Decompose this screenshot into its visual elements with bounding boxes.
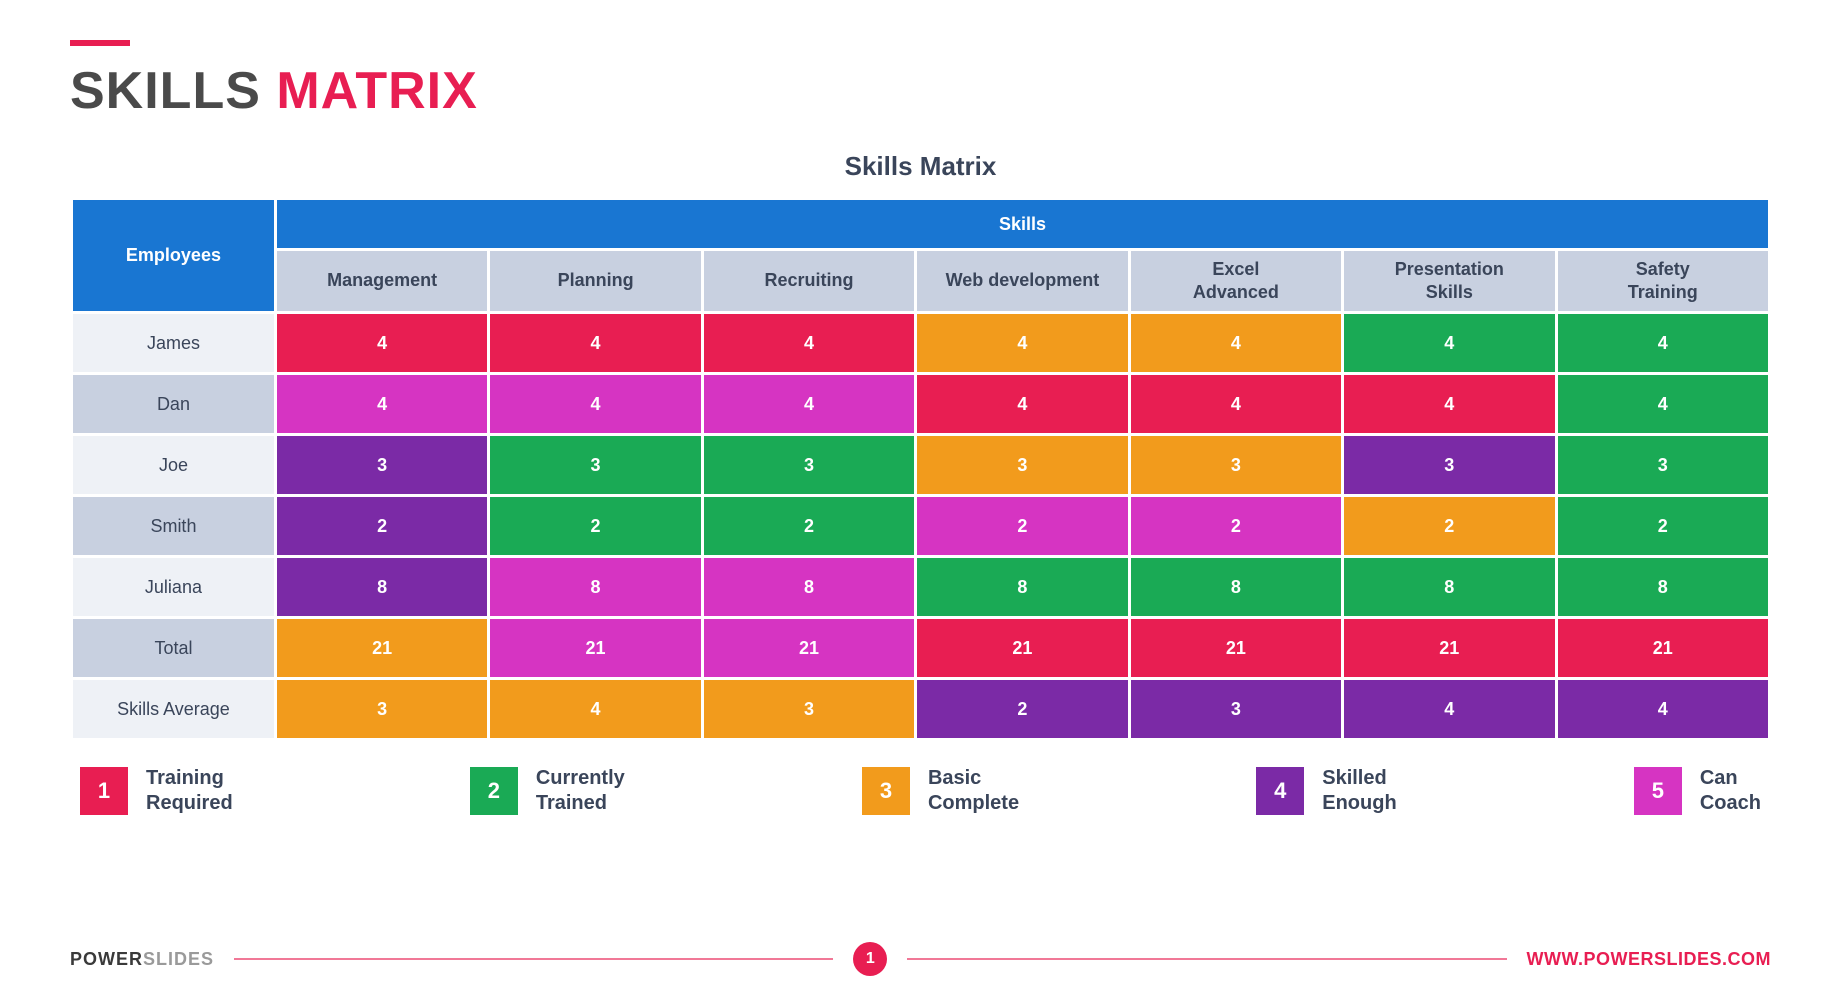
value-cell: 4 [704,375,914,433]
value-cell: 4 [917,314,1127,372]
value-cell: 3 [917,436,1127,494]
legend-label: BasicComplete [928,766,1019,816]
header-employees: Employees [73,200,274,311]
legend-item: 5 CanCoach [1634,766,1761,816]
value-cell: 8 [277,558,487,616]
value-cell: 21 [917,619,1127,677]
value-cell: 8 [1131,558,1341,616]
value-cell: 8 [1558,558,1768,616]
value-cell: 4 [1344,375,1554,433]
value-cell: 2 [1558,497,1768,555]
value-cell: 4 [1558,375,1768,433]
main-title: SKILLS MATRIX [70,61,1771,121]
footer-line-left [234,958,833,960]
footer-brand-1: POWER [70,949,143,969]
value-cell: 3 [1131,436,1341,494]
matrix-head: EmployeesSkillsManagementPlanningRecruit… [73,200,1768,311]
value-cell: 2 [490,497,700,555]
value-cell: 4 [490,375,700,433]
value-cell: 21 [1558,619,1768,677]
column-header: SafetyTraining [1558,251,1768,311]
value-cell: 3 [1558,436,1768,494]
value-cell: 21 [1131,619,1341,677]
column-header: Planning [490,251,700,311]
header-skills: Skills [277,200,1768,248]
column-header: Recruiting [704,251,914,311]
skills-matrix-table: EmployeesSkillsManagementPlanningRecruit… [70,197,1771,741]
value-cell: 8 [704,558,914,616]
value-cell: 4 [277,375,487,433]
legend-box: 1 [80,767,128,815]
value-cell: 8 [490,558,700,616]
value-cell: 3 [704,436,914,494]
footer: POWERSLIDES 1 WWW.POWERSLIDES.COM [70,942,1771,976]
footer-brand-2: SLIDES [143,949,214,969]
value-cell: 4 [704,314,914,372]
value-cell: 4 [1131,314,1341,372]
value-cell: 4 [1131,375,1341,433]
row-label: Total [73,619,274,677]
value-cell: 8 [1344,558,1554,616]
value-cell: 3 [277,680,487,738]
chart-subtitle: Skills Matrix [70,151,1771,182]
value-cell: 4 [490,314,700,372]
value-cell: 4 [1558,314,1768,372]
footer-page-badge: 1 [853,942,887,976]
footer-line-right [907,958,1506,960]
title-part1: SKILLS [70,62,276,120]
value-cell: 2 [1344,497,1554,555]
column-header: ExcelAdvanced [1131,251,1341,311]
legend-item: 4 SkilledEnough [1256,766,1396,816]
matrix-body: James4444444Dan4444444Joe3333333Smith222… [73,314,1768,738]
value-cell: 3 [490,436,700,494]
value-cell: 21 [490,619,700,677]
row-label: Skills Average [73,680,274,738]
column-header: PresentationSkills [1344,251,1554,311]
legend-box: 3 [862,767,910,815]
row-label: Joe [73,436,274,494]
legend-item: 2 CurrentlyTrained [470,766,625,816]
legend-item: 1 TrainingRequired [80,766,233,816]
value-cell: 2 [917,497,1127,555]
legend-item: 3 BasicComplete [862,766,1019,816]
column-header: Management [277,251,487,311]
legend-label: SkilledEnough [1322,766,1396,816]
value-cell: 4 [1344,314,1554,372]
value-cell: 2 [277,497,487,555]
value-cell: 2 [1131,497,1341,555]
legend-box: 2 [470,767,518,815]
value-cell: 4 [1344,680,1554,738]
value-cell: 8 [917,558,1127,616]
row-label: Juliana [73,558,274,616]
legend-box: 4 [1256,767,1304,815]
value-cell: 2 [704,497,914,555]
value-cell: 3 [1344,436,1554,494]
value-cell: 4 [917,375,1127,433]
legend-label: TrainingRequired [146,766,233,816]
title-part2: MATRIX [276,62,477,120]
value-cell: 21 [704,619,914,677]
legend-label: CurrentlyTrained [536,766,625,816]
value-cell: 3 [277,436,487,494]
value-cell: 2 [917,680,1127,738]
legend: 1 TrainingRequired 2 CurrentlyTrained 3 Basic… [70,766,1771,816]
value-cell: 3 [1131,680,1341,738]
value-cell: 4 [1558,680,1768,738]
value-cell: 4 [277,314,487,372]
row-label: Smith [73,497,274,555]
title-accent-bar [70,40,130,46]
value-cell: 3 [704,680,914,738]
legend-label: CanCoach [1700,766,1761,816]
value-cell: 21 [1344,619,1554,677]
value-cell: 21 [277,619,487,677]
legend-box: 5 [1634,767,1682,815]
row-label: Dan [73,375,274,433]
row-label: James [73,314,274,372]
footer-url: WWW.POWERSLIDES.COM [1527,949,1771,970]
column-header: Web development [917,251,1127,311]
footer-brand: POWERSLIDES [70,949,214,970]
value-cell: 4 [490,680,700,738]
